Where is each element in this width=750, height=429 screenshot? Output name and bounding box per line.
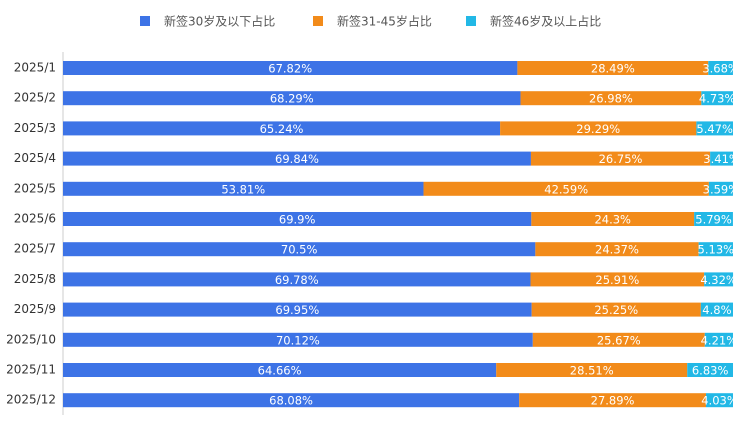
legend-swatch: [140, 16, 150, 26]
bar-segment: [63, 91, 521, 106]
value-label: 69.9%: [279, 213, 316, 227]
bar-segment: [63, 272, 531, 287]
bar-segment: [496, 363, 688, 377]
value-label: 4.03%: [701, 394, 738, 408]
value-label: 3.68%: [702, 62, 739, 76]
value-label: 4.73%: [699, 92, 736, 106]
value-label: 42.59%: [544, 182, 588, 196]
value-label: 68.08%: [269, 394, 313, 408]
value-label: 4.32%: [700, 273, 737, 287]
value-label: 28.49%: [591, 62, 635, 76]
y-tick-label: 2025/10: [6, 332, 56, 346]
value-label: 5.13%: [698, 243, 735, 257]
value-label: 69.95%: [275, 303, 319, 317]
value-label: 27.89%: [591, 394, 635, 408]
y-tick-label: 2025/7: [14, 242, 56, 256]
bar-segment: [63, 393, 520, 408]
bar-segment: [687, 363, 733, 377]
bar-segment: [519, 393, 706, 408]
bar-segment: [531, 212, 695, 226]
y-tick-label: 2025/11: [6, 363, 56, 377]
value-label: 53.81%: [221, 182, 265, 196]
bar-segment: [63, 61, 518, 75]
value-label: 4.21%: [701, 333, 738, 347]
bar-segment: [63, 332, 533, 347]
value-label: 69.84%: [275, 152, 319, 166]
bar-segment: [535, 242, 699, 257]
value-label: 6.83%: [692, 364, 729, 378]
legend-label: 新签46岁及以上占比: [490, 14, 601, 29]
value-label: 68.29%: [270, 92, 314, 106]
y-tick-label: 2025/6: [14, 212, 56, 226]
bar-segment: [500, 121, 697, 136]
bar-segment: [517, 61, 709, 75]
bar-segment: [710, 151, 733, 166]
value-label: 5.47%: [696, 122, 733, 136]
y-tick-label: 2025/12: [6, 393, 56, 407]
bar-segment: [708, 61, 733, 75]
y-tick-label: 2025/9: [14, 302, 56, 316]
bar-segment: [63, 151, 531, 166]
value-label: 25.25%: [594, 303, 638, 317]
value-label: 24.37%: [595, 243, 639, 257]
value-label: 4.8%: [702, 303, 731, 317]
value-label: 26.75%: [599, 152, 643, 166]
value-label: 26.98%: [589, 92, 633, 106]
bar-segment: [694, 212, 733, 226]
bar-segment: [708, 181, 733, 196]
value-label: 25.91%: [595, 273, 639, 287]
value-label: 69.78%: [275, 273, 319, 287]
bar-segment: [532, 332, 705, 347]
bar-segment: [63, 302, 532, 317]
y-tick-label: 2025/2: [14, 91, 56, 105]
bar-segment: [63, 242, 536, 257]
bar-segment: [530, 272, 705, 287]
value-label: 65.24%: [260, 122, 304, 136]
bar-segment: [704, 332, 733, 347]
value-label: 64.66%: [258, 364, 302, 378]
bar-segment: [63, 363, 497, 377]
value-label: 3.41%: [703, 152, 740, 166]
bar-segment: [531, 302, 701, 317]
y-tick-label: 2025/4: [14, 151, 56, 165]
legend-swatch: [313, 16, 323, 26]
y-tick-label: 2025/5: [14, 181, 56, 195]
bar-segment: [63, 181, 424, 196]
legend-swatch: [466, 16, 476, 26]
bar-segment: [530, 151, 711, 166]
y-tick-label: 2025/1: [14, 61, 56, 75]
value-label: 3.59%: [703, 182, 740, 196]
y-tick-label: 2025/8: [14, 272, 56, 286]
legend-label: 新签30岁及以下占比: [164, 14, 275, 29]
bar-segment: [423, 181, 709, 196]
bar-segment: [63, 212, 532, 226]
bar-segment: [696, 121, 733, 136]
value-label: 24.3%: [594, 213, 631, 227]
bar-segment: [63, 121, 501, 136]
value-label: 5.79%: [695, 213, 732, 227]
legend-label: 新签31-45岁占比: [337, 14, 432, 29]
value-label: 67.82%: [268, 62, 312, 76]
value-label: 70.12%: [276, 333, 320, 347]
value-label: 70.5%: [281, 243, 318, 257]
value-label: 28.51%: [570, 364, 614, 378]
y-tick-label: 2025/3: [14, 121, 56, 135]
bar-segment: [701, 91, 733, 106]
value-label: 25.67%: [597, 333, 641, 347]
bar-segment: [520, 91, 702, 106]
bar-segment: [698, 242, 733, 257]
bar-segment: [700, 302, 733, 317]
value-label: 29.29%: [576, 122, 620, 136]
bar-segment: [705, 393, 733, 408]
bar-segment: [704, 272, 734, 287]
